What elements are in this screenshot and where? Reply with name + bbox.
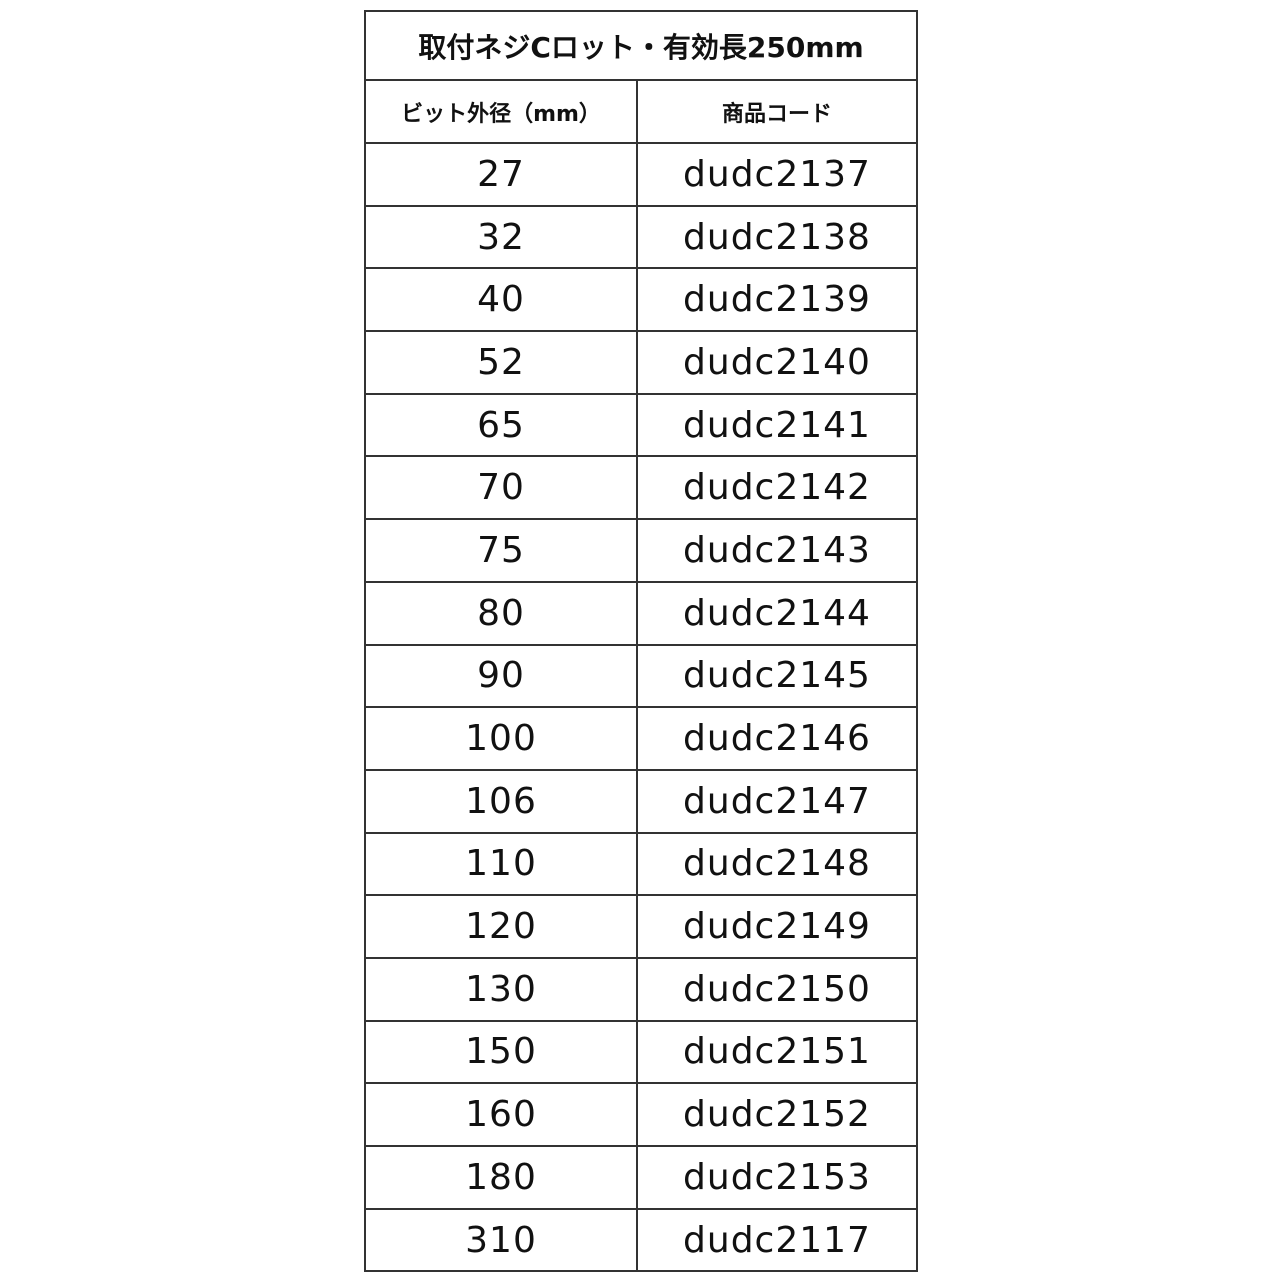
product-code-cell: dudc2152 [635, 1082, 919, 1147]
product-code-cell: dudc2146 [635, 706, 919, 771]
table-row: 40 dudc2139 [364, 267, 919, 333]
bit-diameter-cell: 310 [364, 1207, 638, 1273]
table-row: 110 dudc2148 [364, 831, 919, 897]
bit-diameter-cell: 27 [364, 142, 638, 207]
bit-diameter-cell: 80 [364, 580, 638, 646]
table-row: 130 dudc2150 [364, 956, 919, 1022]
product-code-cell: dudc2138 [635, 204, 919, 270]
product-code-cell: dudc2149 [635, 894, 919, 959]
table-row: 160 dudc2152 [364, 1082, 919, 1147]
table-row: 180 dudc2153 [364, 1145, 919, 1210]
product-code-cell: dudc2145 [635, 643, 919, 709]
bit-diameter-cell: 32 [364, 204, 638, 270]
table-body: 27 dudc2137 32 dudc2138 40 dudc2139 52 dudc2140… [364, 142, 919, 1273]
product-code-cell: dudc2153 [635, 1145, 919, 1210]
product-code-cell: dudc2139 [635, 267, 919, 333]
header-bit-diameter: ビット外径（mm） [364, 79, 638, 144]
product-code-cell: dudc2147 [635, 768, 919, 834]
table-row: 70 dudc2142 [364, 455, 919, 521]
product-code-cell: dudc2150 [635, 956, 919, 1022]
bit-diameter-cell: 130 [364, 956, 638, 1022]
table-row: 150 dudc2151 [364, 1019, 919, 1085]
bit-diameter-cell: 90 [364, 643, 638, 709]
header-product-code: 商品コード [635, 79, 919, 144]
product-table: 取付ネジCロット・有効長250mm ビット外径（mm） 商品コード 27 dudc… [363, 10, 919, 1273]
product-code-cell: dudc2144 [635, 580, 919, 646]
product-code-cell: dudc2151 [635, 1019, 919, 1085]
table-row: 80 dudc2144 [364, 580, 919, 646]
table-row: 120 dudc2149 [364, 894, 919, 959]
table-title: 取付ネジCロット・有効長250mm [363, 10, 919, 81]
bit-diameter-cell: 106 [364, 768, 638, 834]
table-row: 75 dudc2143 [364, 518, 919, 583]
bit-diameter-cell: 180 [364, 1145, 638, 1210]
product-code-cell: dudc2143 [635, 518, 919, 583]
bit-diameter-cell: 52 [364, 330, 638, 395]
bit-diameter-cell: 65 [364, 392, 638, 458]
table-row: 27 dudc2137 [364, 142, 919, 207]
table-row: 100 dudc2146 [364, 706, 919, 771]
table-row: 90 dudc2145 [364, 643, 919, 709]
table-row: 52 dudc2140 [364, 330, 919, 395]
product-code-cell: dudc2148 [635, 831, 919, 897]
product-code-cell: dudc2137 [635, 142, 919, 207]
table-row: 310 dudc2117 [364, 1207, 919, 1273]
bit-diameter-cell: 70 [364, 455, 638, 521]
table-row: 32 dudc2138 [364, 204, 919, 270]
product-code-cell: dudc2141 [635, 392, 919, 458]
bit-diameter-cell: 120 [364, 894, 638, 959]
product-code-cell: dudc2142 [635, 455, 919, 521]
product-code-cell: dudc2117 [635, 1207, 919, 1273]
bit-diameter-cell: 160 [364, 1082, 638, 1147]
product-code-cell: dudc2140 [635, 330, 919, 395]
bit-diameter-cell: 40 [364, 267, 638, 333]
bit-diameter-cell: 100 [364, 706, 638, 771]
table-row: 65 dudc2141 [364, 392, 919, 458]
bit-diameter-cell: 150 [364, 1019, 638, 1085]
table-row: 106 dudc2147 [364, 768, 919, 834]
bit-diameter-cell: 110 [364, 831, 638, 897]
bit-diameter-cell: 75 [364, 518, 638, 583]
